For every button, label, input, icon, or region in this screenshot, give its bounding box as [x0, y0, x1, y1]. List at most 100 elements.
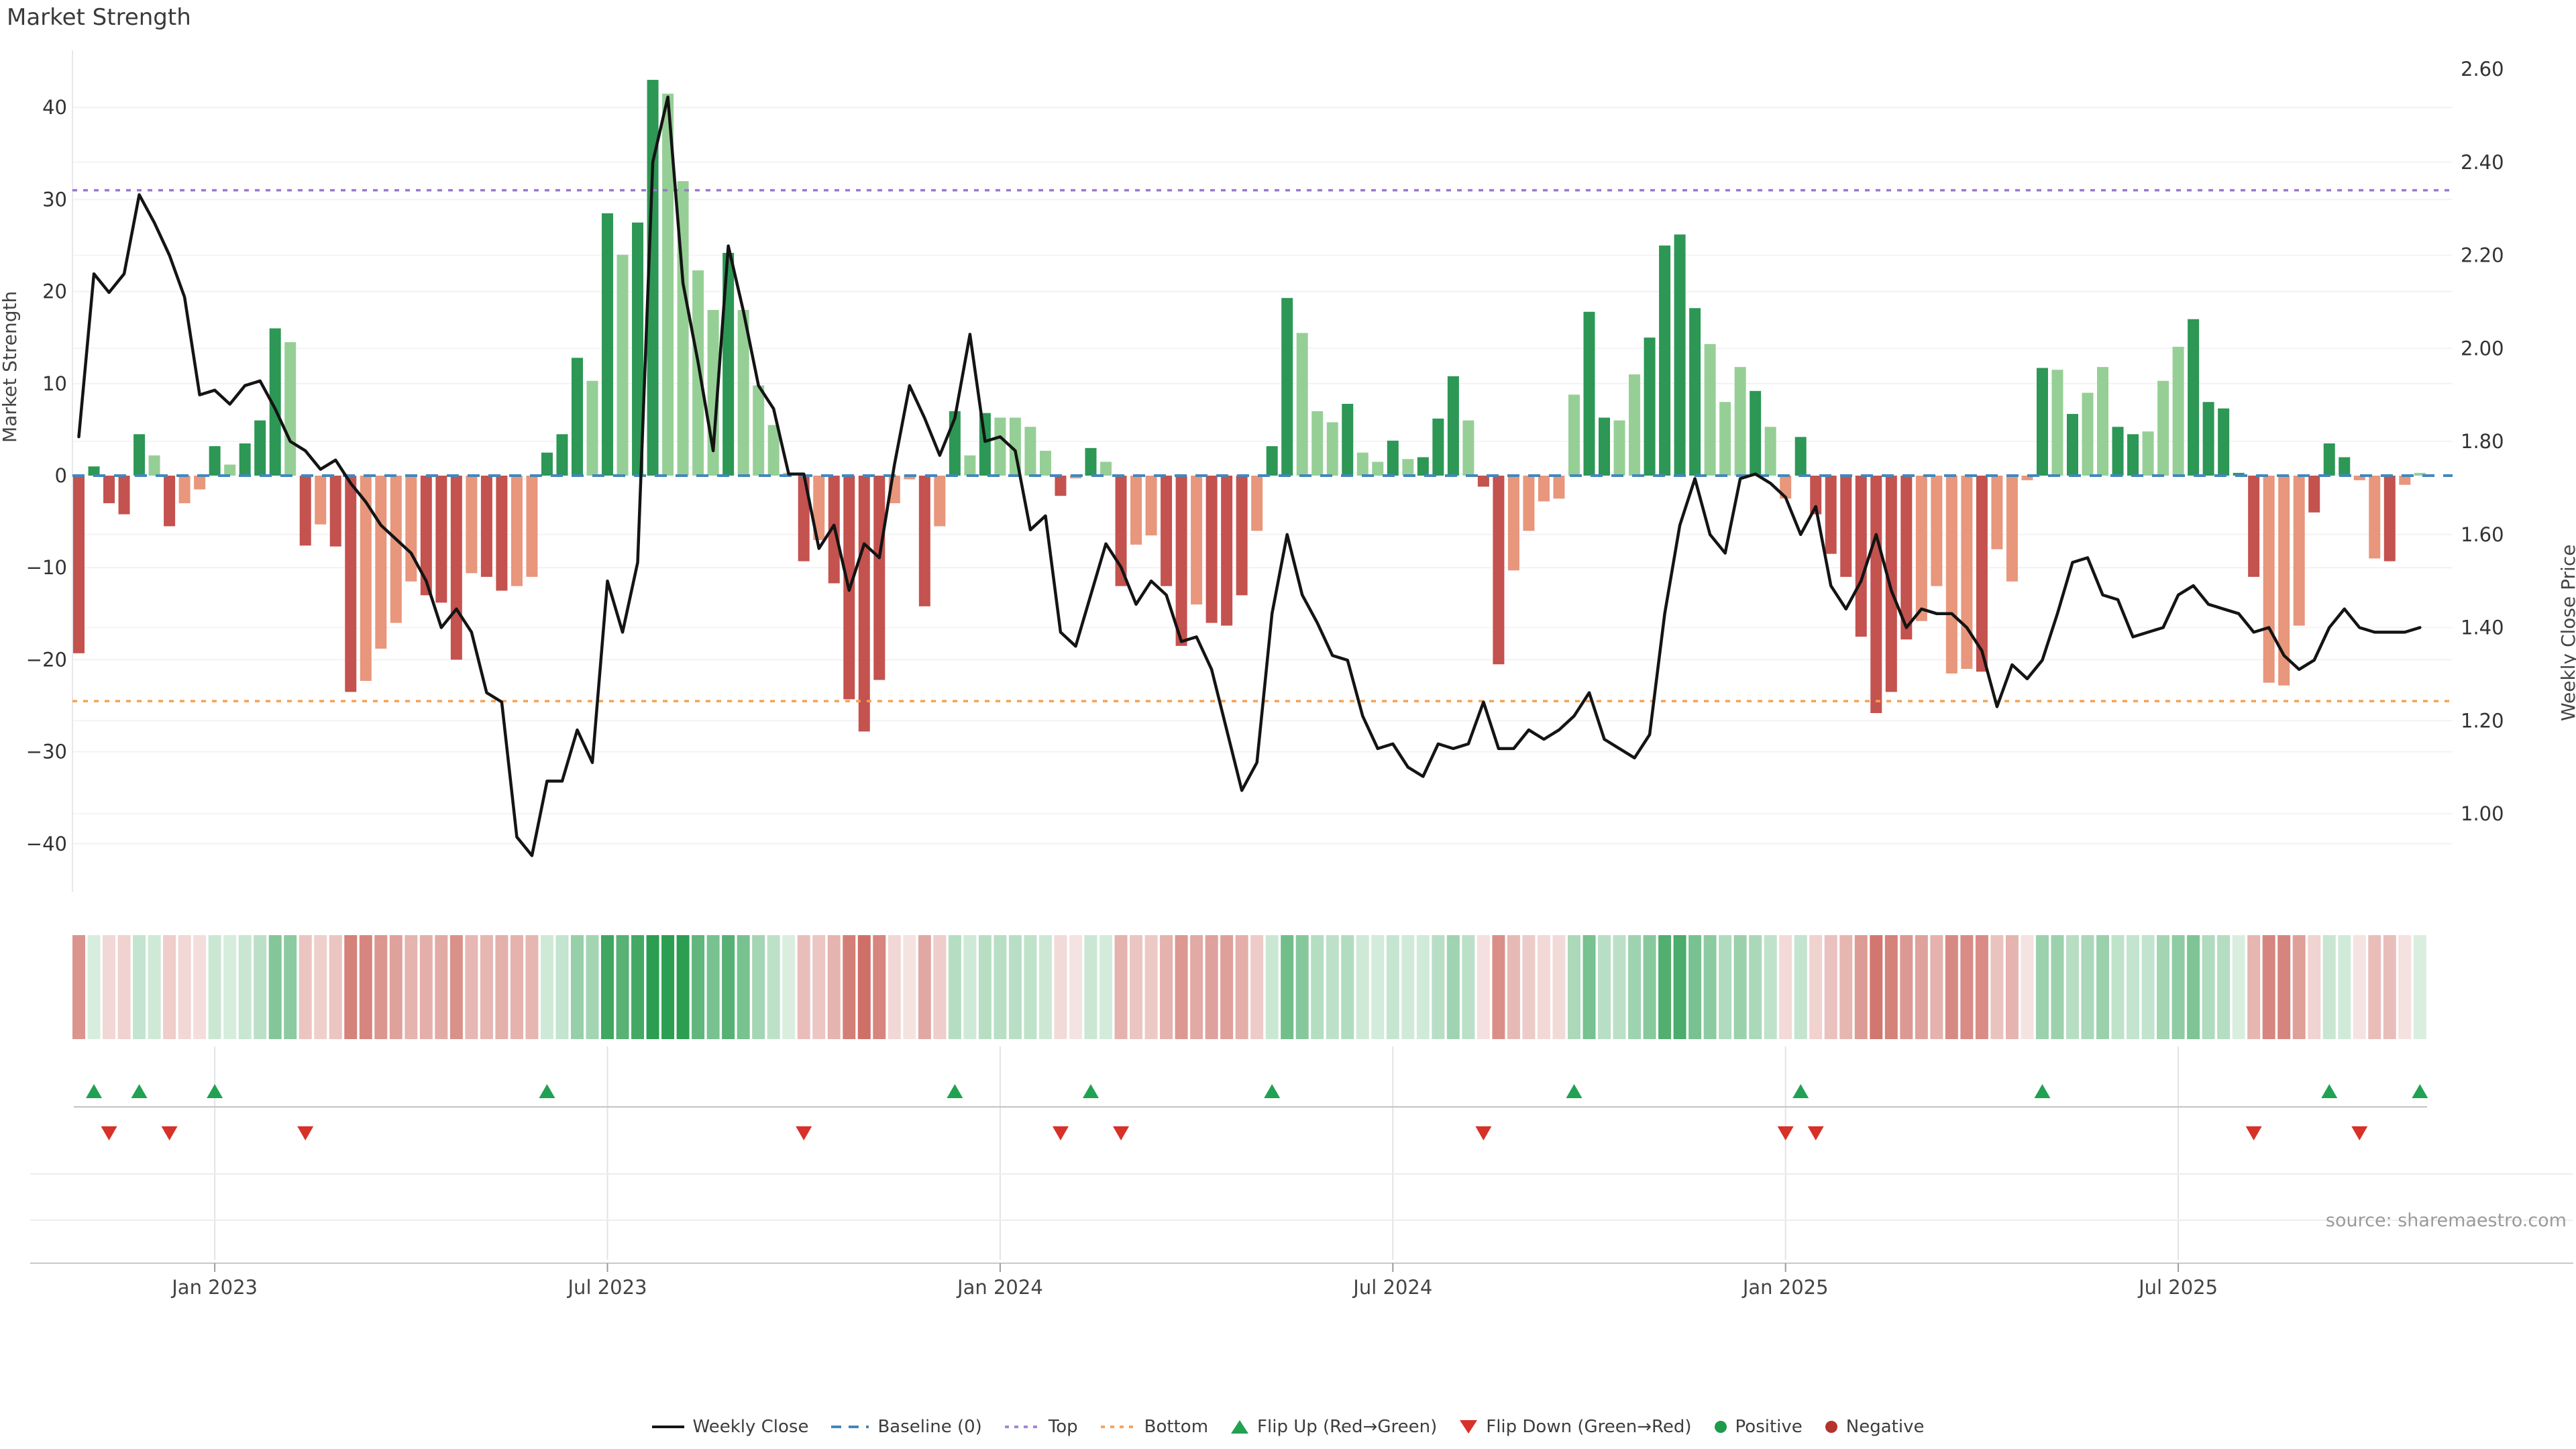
flip-down-marker	[2351, 1126, 2368, 1140]
strength-bar	[934, 476, 946, 527]
legend-item-top[interactable]: Top	[1004, 1417, 1078, 1437]
strength-bar	[1356, 452, 1368, 476]
strength-bar	[1342, 403, 1354, 476]
legend-item-bottom[interactable]: Bottom	[1100, 1417, 1209, 1437]
heatmap-cell	[2171, 935, 2185, 1039]
legend-item-flip-up[interactable]: Flip Up (Red→Green)	[1231, 1417, 1437, 1437]
heatmap-cell	[2141, 935, 2155, 1039]
flip-down-marker	[101, 1126, 117, 1140]
heatmap-cell	[1839, 935, 1853, 1039]
heatmap-cell	[1462, 935, 1475, 1039]
heatmap-cell	[1326, 935, 1339, 1039]
strength-bar	[722, 252, 735, 476]
strength-bar	[1221, 476, 1233, 626]
heatmap-cell	[268, 935, 282, 1039]
strength-bar	[1236, 476, 1248, 596]
heatmap-cell	[616, 935, 629, 1039]
strength-bar	[390, 476, 402, 623]
strength-bar	[1145, 476, 1157, 536]
strength-bar	[1840, 476, 1852, 577]
heatmap-cell	[148, 935, 161, 1039]
y-axis-tick-left: −30	[26, 741, 67, 763]
strength-bar	[1523, 476, 1535, 531]
strength-bar	[1553, 476, 1565, 499]
strength-bar	[1945, 476, 1957, 674]
y-axis-tick-left: −40	[26, 833, 67, 855]
strength-bar	[164, 476, 176, 527]
heatmap-cell	[1870, 935, 1883, 1039]
strength-bar	[1493, 476, 1505, 665]
x-axis-tick: Jul 2024	[1353, 1276, 1433, 1299]
legend-item-positive[interactable]: Positive	[1714, 1417, 1803, 1437]
circle-icon	[1825, 1421, 1837, 1433]
heatmap-cell	[1477, 935, 1490, 1039]
strength-bar	[692, 270, 704, 476]
strength-bar	[1644, 337, 1656, 476]
triangle-up-icon	[1231, 1420, 1249, 1434]
heatmap-cell	[117, 935, 131, 1039]
heatmap-cell	[1930, 935, 1943, 1039]
heatmap-cell	[1582, 935, 1596, 1039]
heatmap-cell	[329, 935, 342, 1039]
strength-bar	[2248, 476, 2260, 577]
strength-bar	[813, 476, 825, 541]
legend-label: Bottom	[1144, 1417, 1209, 1437]
legend-item-negative[interactable]: Negative	[1825, 1417, 1924, 1437]
heatmap-cell	[1008, 935, 1022, 1039]
heatmap-cell	[1703, 935, 1717, 1039]
heatmap-cell	[555, 935, 569, 1039]
legend-item-baseline[interactable]: Baseline (0)	[831, 1417, 982, 1437]
heatmap-cell	[2368, 935, 2381, 1039]
strength-bar	[133, 434, 146, 476]
strength-bar	[1417, 457, 1429, 476]
heatmap-cell	[2187, 935, 2200, 1039]
heatmap-cell	[419, 935, 433, 1039]
heatmap-cell	[284, 935, 297, 1039]
strength-bar	[767, 425, 780, 476]
strength-bar	[405, 476, 417, 582]
strength-bar	[284, 342, 297, 476]
y-axis-tick-right: 1.00	[2461, 802, 2504, 825]
strength-bar	[1764, 427, 1776, 476]
heatmap-cell	[1371, 935, 1385, 1039]
heatmap-cell	[2021, 935, 2034, 1039]
heatmap-cell	[435, 935, 448, 1039]
left-axis-title: Market Strength	[0, 290, 21, 443]
legend-item-weekly-close[interactable]: Weekly Close	[651, 1417, 808, 1437]
strength-bar	[2021, 476, 2033, 480]
heatmap-cell	[178, 935, 191, 1039]
strength-bar	[73, 476, 85, 653]
heatmap-cell	[1281, 935, 1294, 1039]
heatmap-cell	[1175, 935, 1188, 1039]
strength-bar	[1629, 374, 1641, 476]
heatmap-cell	[525, 935, 539, 1039]
strength-bar	[224, 464, 236, 476]
y-axis-tick-right: 1.80	[2461, 430, 2504, 453]
strength-bar	[1100, 462, 1112, 476]
strength-bar	[103, 476, 115, 504]
flip-down-marker	[297, 1126, 314, 1140]
heatmap-cell	[1824, 935, 1837, 1039]
heatmap-cell	[2127, 935, 2140, 1039]
heatmap-cell	[495, 935, 508, 1039]
heatmap-cell	[2157, 935, 2170, 1039]
strength-bar	[1432, 418, 1444, 476]
legend-item-flip-down[interactable]: Flip Down (Green→Red)	[1460, 1417, 1692, 1437]
heatmap-cell	[1432, 935, 1445, 1039]
strength-bar	[148, 455, 160, 476]
strength-bar	[1130, 476, 1142, 545]
strength-bar	[2399, 476, 2411, 485]
strength-bar	[2188, 319, 2200, 476]
strength-bar	[1507, 476, 1519, 571]
source-credit: source: sharemaestro.com	[2325, 1210, 2567, 1231]
triangle-down-icon	[1460, 1420, 1478, 1434]
strength-bar	[2172, 346, 2184, 476]
strength-bar	[1689, 308, 1701, 476]
heatmap-cell	[449, 935, 463, 1039]
strength-bar	[1613, 420, 1625, 476]
strength-bar	[541, 452, 553, 476]
strength-bar	[556, 434, 568, 476]
heatmap-cell	[2217, 935, 2231, 1039]
heatmap-cell	[2308, 935, 2321, 1039]
strength-bar	[178, 476, 191, 504]
